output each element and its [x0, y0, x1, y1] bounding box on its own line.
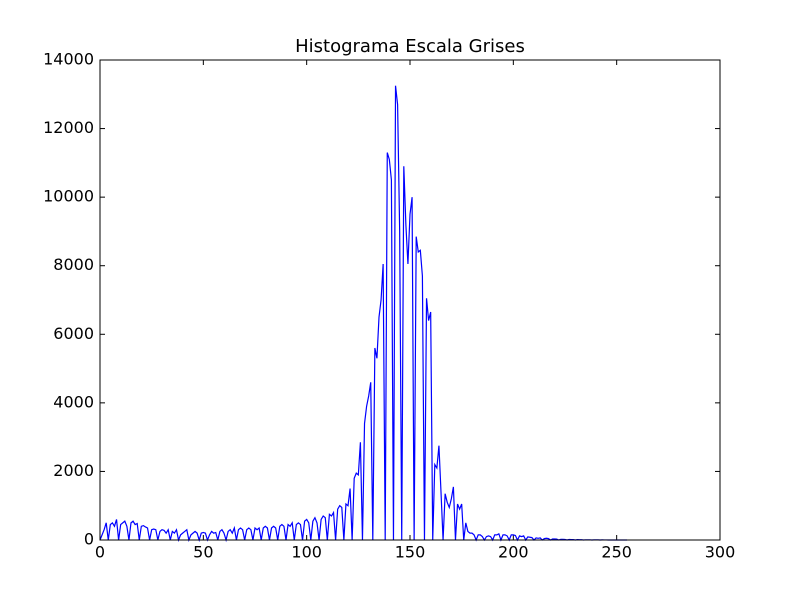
y-tick-label: 12000: [43, 118, 94, 137]
x-tick-label: 300: [705, 543, 736, 562]
x-tick-label: 200: [498, 543, 529, 562]
x-tick-label: 0: [95, 543, 105, 562]
y-tick-label: 8000: [53, 255, 94, 274]
y-tick-label: 4000: [53, 392, 94, 411]
y-tick-label: 0: [84, 530, 94, 549]
x-tick-label: 100: [291, 543, 322, 562]
x-tick-label: 150: [395, 543, 426, 562]
y-tick-label: 2000: [53, 461, 94, 480]
data-line: [99, 85, 627, 543]
x-tick-label: 50: [193, 543, 213, 562]
x-tick-label: 250: [601, 543, 632, 562]
y-tick-label: 14000: [43, 50, 94, 69]
y-tick-label: 10000: [43, 187, 94, 206]
chart-title: Histograma Escala Grises: [295, 36, 525, 57]
y-tick-label: 6000: [53, 324, 94, 343]
plot-frame: [99, 59, 721, 541]
